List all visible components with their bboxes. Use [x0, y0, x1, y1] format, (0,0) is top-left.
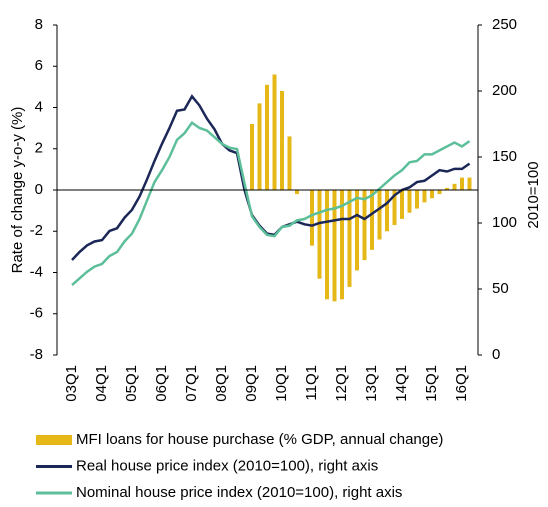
y-tick-label: -4 [30, 263, 43, 280]
bar [370, 190, 374, 250]
bar [295, 190, 299, 195]
y-tick-label: 0 [35, 181, 43, 198]
x-tick-label: 10Q1 [273, 365, 290, 402]
legend-label: Nominal house price index (2010=100), ri… [76, 484, 402, 501]
x-tick-label: 05Q1 [123, 365, 140, 402]
x-tick-label: 14Q1 [393, 365, 410, 402]
x-tick-label: 12Q1 [333, 365, 350, 402]
bar [452, 183, 457, 190]
bar [325, 190, 329, 300]
y-tick-label: 2 [35, 140, 43, 157]
x-tick-label: 11Q1 [303, 365, 320, 401]
y-tick-label: -2 [30, 222, 43, 239]
x-tick-label: 13Q1 [363, 365, 380, 402]
y2-tick-label: 150 [492, 148, 517, 165]
y-tick-label: -8 [30, 346, 43, 363]
x-tick-label: 07Q1 [183, 365, 200, 402]
y2-tick-label: 250 [492, 16, 517, 33]
x-tick-label: 04Q1 [93, 365, 110, 402]
bar [317, 190, 322, 279]
bar [392, 190, 397, 226]
legend-swatch [36, 435, 72, 445]
x-tick-label: 15Q1 [423, 365, 440, 402]
bar [250, 124, 254, 190]
bar [310, 190, 314, 246]
y-tick-label: 6 [35, 57, 43, 74]
bar [257, 103, 262, 190]
bar [280, 91, 284, 190]
x-tick-label: 09Q1 [243, 365, 260, 402]
x-tick-label: 08Q1 [213, 365, 230, 402]
legend-label: Real house price index (2010=100), right… [76, 457, 378, 474]
x-tick-label: 03Q1 [63, 365, 80, 402]
bar [347, 190, 352, 287]
y2-tick-label: 200 [492, 82, 517, 99]
y2-axis-title: 2010=100 [525, 161, 542, 228]
bar [437, 190, 442, 195]
bar [467, 177, 472, 190]
bar [362, 190, 367, 261]
bar [460, 177, 464, 190]
legend: MFI loans for house purchase (% GDP, ann… [36, 431, 443, 501]
bar [400, 190, 404, 219]
bar [385, 190, 389, 232]
bar [415, 190, 419, 209]
bar [340, 190, 344, 300]
x-tick-label: 16Q1 [453, 365, 470, 402]
bar [445, 187, 449, 190]
y-axis-title: Rate of change y-o-y (%) [9, 107, 26, 274]
legend-label: MFI loans for house purchase (% GDP, ann… [76, 431, 443, 448]
y-tick-label: 4 [35, 98, 43, 115]
bar [272, 74, 277, 190]
bar [287, 136, 292, 190]
line [71, 120, 471, 286]
y2-tick-label: 50 [492, 280, 509, 297]
bar [377, 190, 382, 240]
bar [407, 190, 412, 213]
bar [422, 190, 427, 203]
bar [430, 190, 434, 199]
bar [355, 190, 359, 271]
y-tick-label: 8 [35, 16, 43, 33]
y2-tick-label: 100 [492, 214, 517, 231]
x-tick-label: 06Q1 [153, 365, 170, 402]
bar [265, 84, 269, 190]
bar [332, 190, 337, 302]
y-tick-label: -6 [30, 305, 43, 322]
y2-tick-label: 0 [492, 346, 500, 363]
